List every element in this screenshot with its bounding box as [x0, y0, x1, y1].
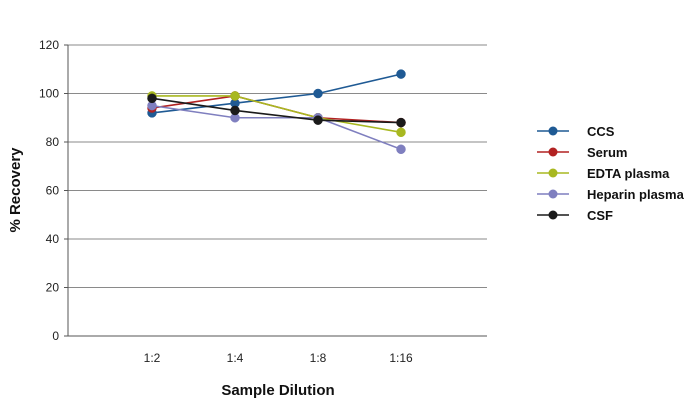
y-tick-label: 0	[52, 329, 59, 343]
legend-marker	[548, 147, 558, 157]
legend-item: Heparin plasma	[537, 187, 685, 202]
legend-item: EDTA plasma	[537, 166, 670, 181]
grid-layer	[68, 44, 487, 288]
legend-label: Serum	[587, 145, 627, 160]
data-point	[396, 69, 406, 79]
series-line	[151, 104, 402, 151]
data-point	[313, 115, 323, 125]
legend-label: CCS	[587, 124, 615, 139]
data-point	[230, 91, 240, 101]
x-tick-label: 1:16	[389, 351, 413, 365]
legend-marker	[548, 168, 558, 178]
series-line	[151, 97, 402, 124]
y-tick-label: 60	[46, 184, 60, 198]
x-tick-label: 1:4	[227, 351, 244, 365]
x-tick-label: 1:8	[310, 351, 327, 365]
legend-label: CSF	[587, 208, 613, 223]
y-axis-title: % Recovery	[7, 147, 24, 233]
series-line	[151, 73, 402, 114]
legend-marker	[548, 126, 558, 136]
legend-label: EDTA plasma	[587, 166, 670, 181]
y-tick-label: 40	[46, 232, 60, 246]
x-axis-title: Sample Dilution	[221, 382, 334, 399]
legend-item: CCS	[537, 124, 615, 139]
legend-item: Serum	[537, 145, 627, 160]
data-point	[230, 105, 240, 116]
y-tick-label: 120	[39, 38, 59, 52]
legend-label: Heparin plasma	[587, 187, 685, 202]
series-line	[152, 95, 402, 134]
series-layer	[147, 69, 406, 155]
y-tick-label: 20	[46, 281, 60, 295]
data-point	[396, 144, 406, 155]
y-tick-label: 100	[39, 87, 59, 101]
legend-item: CSF	[537, 208, 613, 223]
x-tick-label: 1:2	[144, 351, 161, 365]
data-point	[313, 88, 323, 99]
legend-marker	[548, 189, 558, 199]
legend: CCS Serum EDTA plasma Heparin plasma CSF	[537, 124, 685, 223]
axes-layer: 0 20 40 60 80 100 120 1:2 1:4 1:8 1:16	[39, 38, 487, 365]
data-point	[147, 93, 157, 104]
data-point	[396, 127, 406, 138]
legend-marker	[548, 210, 558, 220]
data-point	[396, 117, 406, 128]
y-tick-label: 80	[46, 135, 60, 149]
series-group	[147, 93, 406, 128]
